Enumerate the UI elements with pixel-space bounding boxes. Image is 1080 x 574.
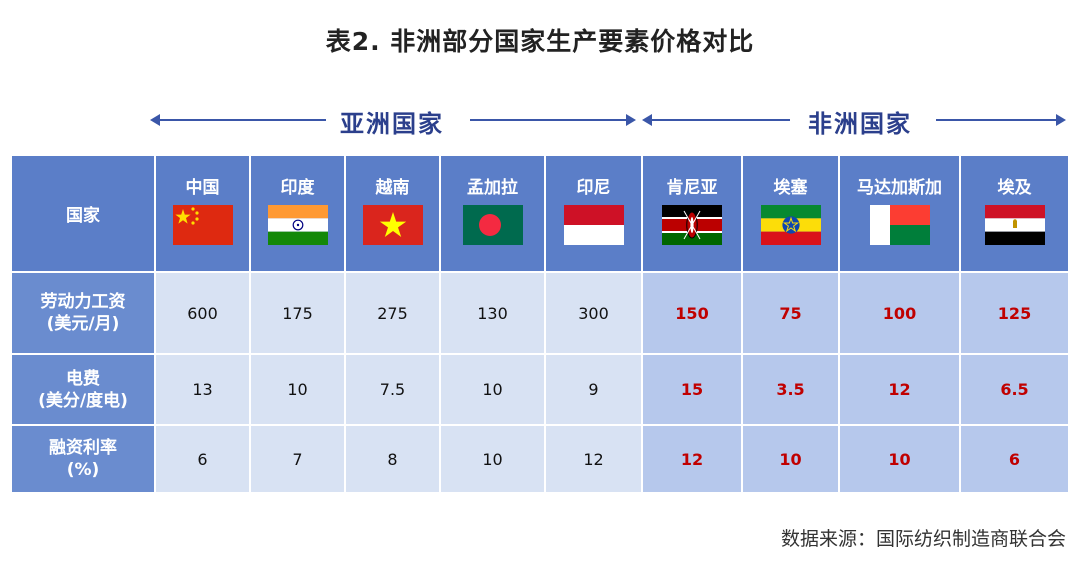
column-header-china: 中国 bbox=[156, 156, 251, 273]
row-header-line: 电费 bbox=[66, 368, 100, 389]
left-arrow-icon bbox=[642, 114, 652, 126]
table-cell: 12 bbox=[546, 426, 643, 494]
table-cell: 600 bbox=[156, 273, 251, 355]
table-cell: 6.5 bbox=[961, 355, 1070, 426]
table-cell: 75 bbox=[743, 273, 840, 355]
africa-group-label: 非洲国家 bbox=[808, 110, 912, 138]
row-header: 电费 (美分/度电) bbox=[12, 355, 156, 426]
country-name: 越南 bbox=[375, 178, 410, 198]
asia-arrow-line-left bbox=[158, 119, 326, 121]
table-cell: 125 bbox=[961, 273, 1070, 355]
column-header-indonesia: 印尼 bbox=[546, 156, 643, 273]
price-comparison-table: 国家 中国 印度 越南 孟加拉 印尼 肯尼亚 埃塞 马达加斯加 埃及 劳动力工资 (美元/月) 600 1… bbox=[12, 156, 1070, 494]
india-flag-icon bbox=[266, 205, 330, 245]
table-cell: 130 bbox=[441, 273, 546, 355]
group-header-row: 亚洲国家 非洲国家 bbox=[0, 100, 1080, 140]
column-header-ethiopia: 埃塞 bbox=[743, 156, 840, 273]
table-cell: 9 bbox=[546, 355, 643, 426]
table-cell: 10 bbox=[441, 355, 546, 426]
table-cell: 13 bbox=[156, 355, 251, 426]
asia-group-label: 亚洲国家 bbox=[340, 110, 444, 138]
column-header-madagascar: 马达加斯加 bbox=[840, 156, 961, 273]
table-cell: 275 bbox=[346, 273, 441, 355]
left-arrow-icon bbox=[150, 114, 160, 126]
row-header: 融资利率 (%) bbox=[12, 426, 156, 494]
country-name: 孟加拉 bbox=[467, 178, 518, 198]
country-name: 肯尼亚 bbox=[666, 178, 718, 198]
table-cell: 7 bbox=[251, 426, 346, 494]
row-header: 劳动力工资 (美元/月) bbox=[12, 273, 156, 355]
corner-header-country: 国家 bbox=[12, 156, 156, 273]
right-arrow-icon bbox=[1056, 114, 1066, 126]
column-header-india: 印度 bbox=[251, 156, 346, 273]
table-cell: 300 bbox=[546, 273, 643, 355]
egypt-flag-icon bbox=[983, 205, 1047, 245]
china-flag-icon bbox=[171, 205, 235, 245]
table-cell: 175 bbox=[251, 273, 346, 355]
table-cell: 150 bbox=[643, 273, 743, 355]
madagascar-flag-icon bbox=[868, 205, 932, 245]
table-cell: 10 bbox=[840, 426, 961, 494]
chart-title: 表2. 非洲部分国家生产要素价格对比 bbox=[325, 27, 755, 56]
country-name: 马达加斯加 bbox=[857, 178, 942, 198]
row-header-line: (%) bbox=[66, 460, 100, 480]
country-name: 埃及 bbox=[997, 178, 1032, 198]
row-header-line: 融资利率 bbox=[49, 438, 117, 458]
vietnam-flag-icon bbox=[361, 205, 425, 245]
country-name: 印尼 bbox=[576, 178, 611, 198]
table-cell: 7.5 bbox=[346, 355, 441, 426]
country-name: 中国 bbox=[185, 178, 220, 198]
table-cell: 12 bbox=[643, 426, 743, 494]
africa-arrow-line-right bbox=[936, 119, 1058, 121]
row-header-line: (美分/度电) bbox=[38, 390, 128, 411]
column-header-vietnam: 越南 bbox=[346, 156, 441, 273]
africa-arrow-line-left bbox=[650, 119, 790, 121]
table-cell: 12 bbox=[840, 355, 961, 426]
ethiopia-flag-icon bbox=[759, 205, 823, 245]
table-cell: 8 bbox=[346, 426, 441, 494]
table-cell: 6 bbox=[961, 426, 1070, 494]
indonesia-flag-icon bbox=[562, 205, 626, 245]
table-cell: 3.5 bbox=[743, 355, 840, 426]
table-cell: 15 bbox=[643, 355, 743, 426]
kenya-flag-icon bbox=[660, 205, 724, 245]
country-name: 埃塞 bbox=[773, 178, 808, 198]
column-header-kenya: 肯尼亚 bbox=[643, 156, 743, 273]
table-cell: 10 bbox=[251, 355, 346, 426]
bangladesh-flag-icon bbox=[461, 205, 525, 245]
column-header-bangladesh: 孟加拉 bbox=[441, 156, 546, 273]
country-name: 印度 bbox=[280, 178, 315, 198]
row-header-line: (美元/月) bbox=[46, 314, 120, 334]
table-cell: 100 bbox=[840, 273, 961, 355]
column-header-egypt: 埃及 bbox=[961, 156, 1070, 273]
data-source-note: 数据来源：国际纺织制造商联合会 bbox=[780, 528, 1066, 550]
table-cell: 10 bbox=[743, 426, 840, 494]
row-header-line: 劳动力工资 bbox=[40, 292, 126, 312]
asia-arrow-line-right bbox=[470, 119, 628, 121]
table-cell: 6 bbox=[156, 426, 251, 494]
table-cell: 10 bbox=[441, 426, 546, 494]
right-arrow-icon bbox=[626, 114, 636, 126]
